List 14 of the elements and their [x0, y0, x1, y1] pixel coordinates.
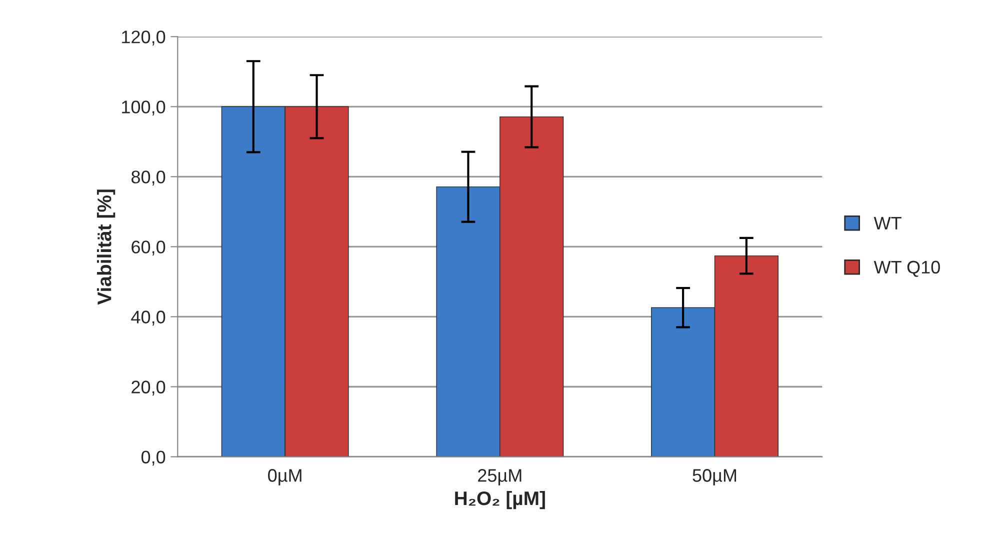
y-tick-label: 40,0 — [131, 310, 166, 326]
legend-label: WT — [874, 216, 902, 230]
legend-label: WT Q10 — [874, 260, 940, 277]
y-tick-label: 0,0 — [141, 450, 166, 466]
x-tick-label: 0µM — [268, 469, 302, 486]
y-tick-label: 100,0 — [122, 100, 166, 116]
y-tick-label: 60,0 — [132, 240, 166, 256]
x-tick-label: 50µM — [692, 469, 736, 486]
y-axis-title: Viabilität [%] — [96, 190, 116, 305]
x-axis-title: H₂O₂ [µM] — [455, 490, 545, 510]
x-tick-label: 25µM — [478, 469, 522, 486]
y-tick-label: 20,0 — [132, 380, 166, 396]
y-tick-label: 120,0 — [122, 30, 166, 46]
y-tick-label: 80,0 — [132, 170, 166, 186]
